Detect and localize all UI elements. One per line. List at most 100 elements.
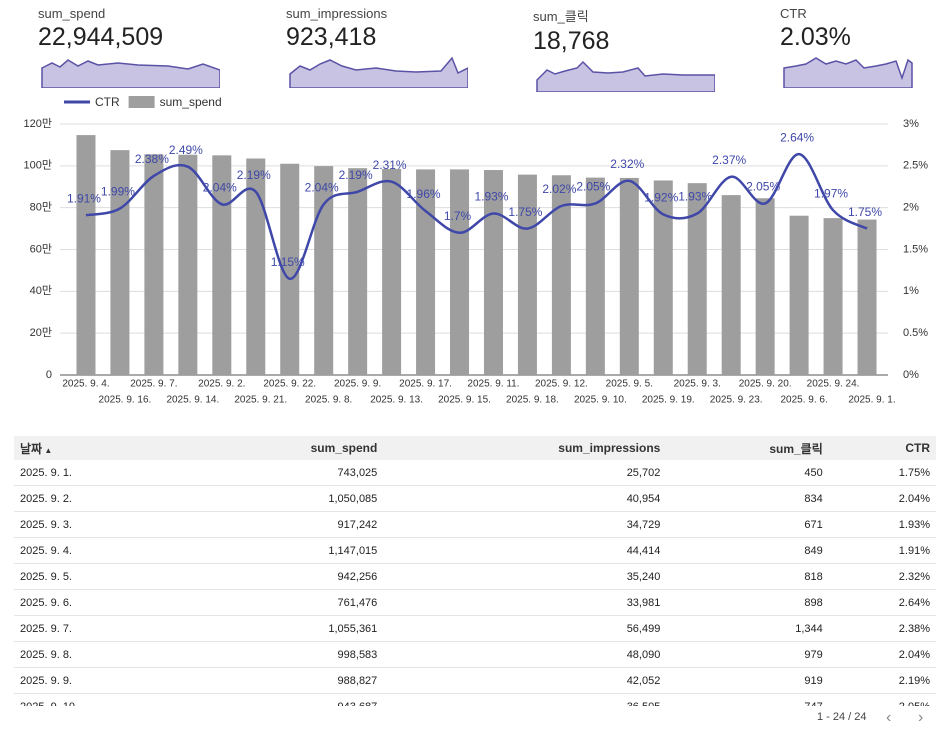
bar [517,174,537,375]
x-tick-label: 2025. 9. 20. [739,379,792,390]
table-cell: 2025. 9. 10. [14,693,188,706]
data-label: 1.75% [848,205,882,219]
x-tick-label: 2025. 9. 23. [710,395,763,406]
data-table: 날짜 ▲ sum_spend sum_impressions sum_클릭 CTR 202… [14,436,936,706]
bar [178,154,198,375]
data-label: 1.93% [678,190,712,204]
table-cell: 2025. 9. 1. [14,460,188,486]
x-tick-label: 2025. 9. 7. [130,379,177,390]
bar [687,183,707,375]
bar [789,215,809,375]
table-cell: 450 [666,460,829,486]
bar [857,219,877,375]
table-row: 2025. 9. 1. 743,025 25,702 450 1.75% [14,460,936,486]
y2-tick-label: 1% [903,285,919,297]
table-cell: 1.91% [828,537,936,564]
table-cell: 898 [666,589,829,616]
data-label: 1.99% [101,185,135,199]
table-row: 2025. 9. 3. 917,242 34,729 671 1.93% [14,511,936,538]
y-tick-label: 80만 [30,201,52,214]
x-tick-label: 2025. 9. 4. [62,379,109,390]
table-cell: 2.64% [828,589,936,616]
x-tick-label: 2025. 9. 6. [780,395,827,406]
bar [212,155,232,375]
data-label: 2.19% [237,168,271,182]
table-cell: 36,505 [383,693,667,706]
table-cell: 743,025 [188,460,384,486]
y-tick-label: 0 [46,369,52,381]
y2-tick-label: 1.5% [903,243,928,255]
column-header[interactable]: 날짜 ▲ [14,436,188,460]
x-tick-label: 2025. 9. 11. [467,379,519,390]
table-cell: 2025. 9. 3. [14,511,188,538]
column-header-label: sum_impressions [558,441,661,455]
table-cell: 1.75% [828,460,936,486]
x-tick-label: 2025. 9. 15. [438,395,491,406]
table-cell: 2025. 9. 2. [14,485,188,512]
data-label: 2.05% [576,180,610,194]
scorecard-value: 18,768 [533,27,610,55]
column-header[interactable]: sum_impressions [383,436,667,460]
table-container: 날짜 ▲ sum_spend sum_impressions sum_클릭 CTR 202… [14,436,936,706]
table-cell: 25,702 [383,460,667,486]
data-label: 2.37% [712,153,746,167]
x-tick-label: 2025. 9. 12. [535,379,588,390]
scorecard-label: sum_spend [38,6,106,21]
column-header-label: sum_spend [310,441,378,455]
table-cell: 2.19% [828,667,936,694]
bar [483,170,503,375]
bar [382,168,402,375]
data-label: 2.04% [305,180,339,194]
table-cell: 834 [666,485,829,512]
y-tick-label: 60만 [30,242,52,255]
line [85,152,868,281]
data-label: 1.91% [67,191,101,205]
column-header[interactable]: CTR [828,436,936,460]
x-tick-label: 2025. 9. 16. [99,395,152,406]
data-label: 1.92% [644,191,678,205]
legend-swatch [128,96,155,108]
y2-tick-label: 2% [903,202,919,214]
scorecard-label: CTR [780,6,807,21]
bar [416,169,436,375]
y-tick-label: 40만 [30,284,52,297]
scorecard-value: 2.03% [780,23,851,51]
table-cell: 35,240 [383,563,667,590]
table-cell: 988,827 [188,667,384,694]
table-row: 2025. 9. 8. 998,583 48,090 979 2.04% [14,641,936,668]
sparkline [536,60,715,92]
column-header-label: 날짜 [20,441,43,456]
bar [551,175,571,375]
bar [144,154,164,375]
x-tick-label: 2025. 9. 13. [370,395,423,406]
table-cell: 818 [666,563,829,590]
column-header[interactable]: sum_spend [188,436,384,460]
table-cell: 2025. 9. 5. [14,563,188,590]
table-cell: 998,583 [188,641,384,668]
table-cell: 979 [666,641,829,668]
bar [76,135,96,375]
y2-tick-label: 0% [903,369,919,381]
data-label: 2.19% [339,168,373,182]
bar [721,195,741,375]
table-cell: 747 [666,693,829,706]
x-tick-label: 2025. 9. 8. [305,395,352,406]
column-header[interactable]: sum_클릭 [666,436,829,460]
table-cell: 2025. 9. 9. [14,667,188,694]
table-cell: 56,499 [383,615,667,642]
prev-page[interactable]: ‹ [886,709,892,726]
table-cell: 42,052 [383,667,667,694]
table-cell: 2025. 9. 4. [14,537,188,564]
table-row: 2025. 9. 6. 761,476 33,981 898 2.64% [14,589,936,616]
y-tick-label: 100만 [24,159,52,172]
scorecard: CTR 2.03% [780,6,951,88]
data-label: 2.04% [203,180,237,194]
table-row: 2025. 9. 7. 1,055,361 56,499 1,344 2.38% [14,615,936,642]
legend-label: CTR [95,95,120,109]
x-tick-label: 2025. 9. 14. [166,395,219,406]
sort-icon: ▲ [42,445,53,455]
table-cell: 2025. 9. 8. [14,641,188,668]
scorecard: sum_spend 22,944,509 [38,6,228,88]
next-page[interactable]: › [918,709,924,726]
